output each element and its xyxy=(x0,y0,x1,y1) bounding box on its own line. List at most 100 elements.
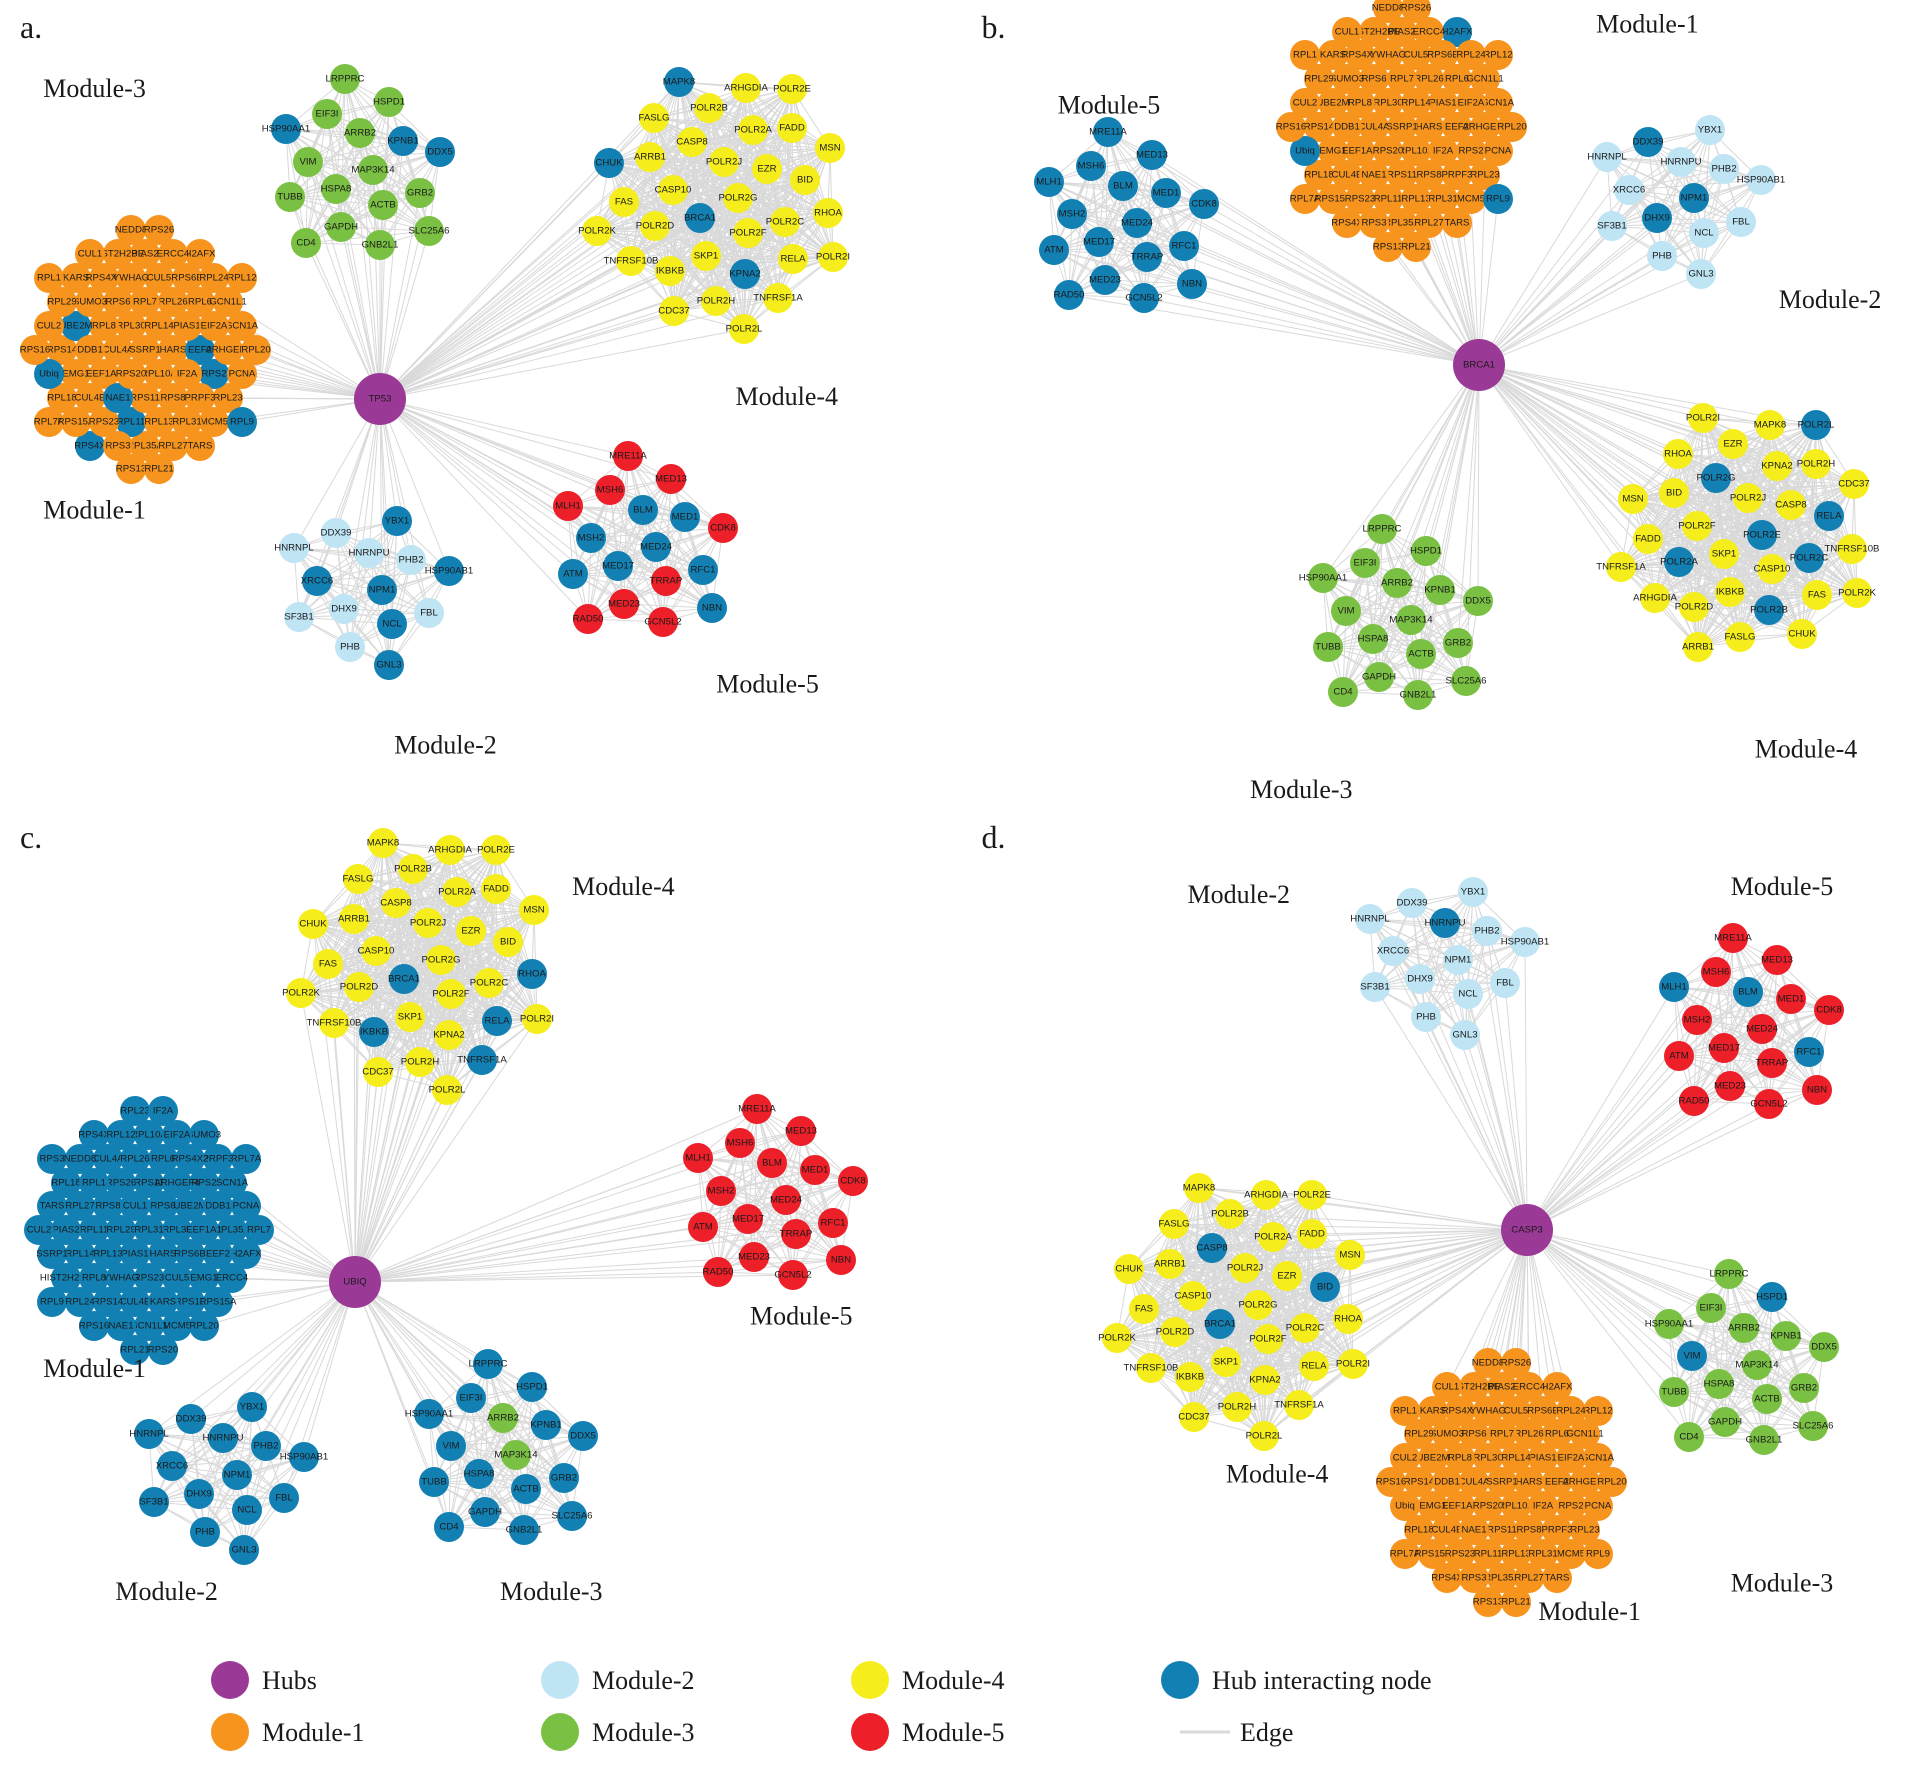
svg-text:Ubiq: Ubiq xyxy=(1395,1501,1415,1512)
svg-text:RPL24: RPL24 xyxy=(65,1297,95,1308)
svg-text:RHOA: RHOA xyxy=(814,208,842,219)
svg-text:MED1: MED1 xyxy=(802,1165,829,1176)
svg-text:RPL23: RPL23 xyxy=(1470,170,1499,181)
svg-text:POLR2A: POLR2A xyxy=(734,125,772,136)
svg-text:RPS11: RPS11 xyxy=(130,393,160,404)
svg-text:MAP3K14: MAP3K14 xyxy=(1389,615,1433,626)
svg-text:RPL20: RPL20 xyxy=(241,345,270,356)
svg-text:GNB2L1: GNB2L1 xyxy=(506,1525,543,1536)
svg-text:NPM1: NPM1 xyxy=(224,1470,251,1481)
svg-text:ERCC4: ERCC4 xyxy=(157,249,190,260)
svg-text:EZR: EZR xyxy=(757,164,776,175)
svg-text:GAPDH: GAPDH xyxy=(468,1507,502,1518)
svg-text:ATM: ATM xyxy=(693,1222,713,1233)
svg-text:RPL30: RPL30 xyxy=(1373,98,1402,109)
svg-text:RPS15A: RPS15A xyxy=(200,1297,237,1308)
svg-text:POLR2K: POLR2K xyxy=(578,226,616,237)
svg-text:DDX39: DDX39 xyxy=(176,1414,207,1425)
svg-text:BLM: BLM xyxy=(1113,181,1133,192)
svg-text:CDC37: CDC37 xyxy=(1838,479,1869,490)
svg-text:NEDD8: NEDD8 xyxy=(1372,3,1405,14)
svg-text:SCN1A: SCN1A xyxy=(1482,98,1515,109)
svg-text:KPNA2: KPNA2 xyxy=(433,1030,464,1041)
svg-text:RPS16: RPS16 xyxy=(79,1321,109,1332)
svg-text:YWHAG: YWHAG xyxy=(1370,50,1406,61)
svg-text:POLR2K: POLR2K xyxy=(1838,588,1876,599)
svg-text:UBIQ: UBIQ xyxy=(343,1277,366,1288)
svg-text:POLR2C: POLR2C xyxy=(1790,553,1828,564)
svg-text:GCN1L1: GCN1L1 xyxy=(1566,1429,1603,1440)
svg-text:HARS: HARS xyxy=(1516,1477,1543,1488)
svg-text:CHUK: CHUK xyxy=(299,919,327,930)
svg-text:RPS8: RPS8 xyxy=(95,1201,120,1212)
svg-text:Module-5: Module-5 xyxy=(1058,90,1161,119)
svg-text:PHB: PHB xyxy=(195,1527,215,1538)
svg-text:LRPPRC: LRPPRC xyxy=(326,74,365,85)
svg-text:MED24: MED24 xyxy=(1121,218,1154,229)
svg-text:NPM1: NPM1 xyxy=(1681,193,1708,204)
svg-text:CASP8: CASP8 xyxy=(1775,500,1806,511)
svg-text:XRCC6: XRCC6 xyxy=(301,576,334,587)
svg-text:RPL12: RPL12 xyxy=(106,1130,135,1141)
svg-text:TRRAP: TRRAP xyxy=(780,1229,813,1240)
svg-text:Ubiq: Ubiq xyxy=(39,369,59,380)
svg-text:RPS14: RPS14 xyxy=(1404,1477,1435,1488)
svg-text:RPS26: RPS26 xyxy=(106,1178,136,1189)
svg-text:SSRP1: SSRP1 xyxy=(1486,1477,1517,1488)
svg-text:RPS20: RPS20 xyxy=(148,1345,178,1356)
svg-text:NEDD8: NEDD8 xyxy=(115,225,148,236)
svg-text:HSPD1: HSPD1 xyxy=(373,97,405,108)
svg-text:PIAS1: PIAS1 xyxy=(121,1249,148,1260)
svg-text:RPL13: RPL13 xyxy=(93,1249,122,1260)
svg-text:RPL18: RPL18 xyxy=(1404,1525,1433,1536)
svg-text:MED17: MED17 xyxy=(1083,237,1115,248)
svg-text:UBE2M: UBE2M xyxy=(173,1201,206,1212)
svg-text:IKBKB: IKBKB xyxy=(1716,587,1744,598)
svg-text:RPL29: RPL29 xyxy=(1304,74,1333,85)
svg-text:UBE2M: UBE2M xyxy=(1316,98,1349,109)
svg-text:SUMO3: SUMO3 xyxy=(187,1130,221,1141)
svg-text:POLR2C: POLR2C xyxy=(470,978,508,989)
svg-text:SF3B1: SF3B1 xyxy=(1597,221,1626,232)
svg-text:RPS14: RPS14 xyxy=(47,345,78,356)
svg-text:VIM: VIM xyxy=(442,1441,459,1452)
svg-text:POLR2E: POLR2E xyxy=(1743,530,1781,541)
svg-text:RPL29: RPL29 xyxy=(1404,1429,1433,1440)
svg-text:RPL11: RPL11 xyxy=(80,1225,109,1236)
svg-text:RPS26: RPS26 xyxy=(144,225,174,236)
svg-text:EIF2A: EIF2A xyxy=(201,321,228,332)
svg-text:RPL21: RPL21 xyxy=(1401,242,1430,253)
svg-text:EIF2A: EIF2A xyxy=(1558,1453,1585,1464)
svg-text:H2AFX: H2AFX xyxy=(1542,1382,1574,1393)
svg-text:UBE2M: UBE2M xyxy=(1416,1453,1449,1464)
svg-text:HSP90AB1: HSP90AB1 xyxy=(1737,175,1786,186)
svg-text:TNFRSF10B: TNFRSF10B xyxy=(1825,544,1880,555)
svg-text:MED17: MED17 xyxy=(732,1214,764,1225)
svg-text:BID: BID xyxy=(797,175,813,186)
svg-text:TNFRSF1A: TNFRSF1A xyxy=(753,293,803,304)
svg-text:CDK8: CDK8 xyxy=(1191,199,1217,210)
svg-text:LRPPRC: LRPPRC xyxy=(469,1359,508,1370)
svg-text:Module-4: Module-4 xyxy=(572,872,675,901)
svg-text:RPL24: RPL24 xyxy=(1456,50,1486,61)
svg-text:KPNB1: KPNB1 xyxy=(387,136,418,147)
svg-text:RPL20: RPL20 xyxy=(1597,1477,1626,1488)
svg-text:POLR2J: POLR2J xyxy=(410,918,446,929)
svg-text:SLC25A6: SLC25A6 xyxy=(1445,676,1486,687)
svg-text:ARRB1: ARRB1 xyxy=(634,152,666,163)
svg-text:RPL31: RPL31 xyxy=(172,417,201,428)
svg-text:CUL2: CUL2 xyxy=(1293,98,1318,109)
svg-text:KPNB1: KPNB1 xyxy=(1424,585,1455,596)
svg-text:H2AFX: H2AFX xyxy=(1442,27,1474,38)
svg-text:RPL8: RPL8 xyxy=(1448,1453,1472,1464)
svg-text:DDB1: DDB1 xyxy=(205,1201,231,1212)
svg-text:POLR2G: POLR2G xyxy=(1697,473,1736,484)
svg-text:TRRAP: TRRAP xyxy=(650,576,683,587)
svg-text:CD4: CD4 xyxy=(296,238,316,249)
svg-text:YBX1: YBX1 xyxy=(1698,125,1723,136)
svg-text:POLR2D: POLR2D xyxy=(340,982,378,993)
svg-text:RPS20: RPS20 xyxy=(116,369,146,380)
svg-text:RPL21: RPL21 xyxy=(1501,1597,1530,1608)
svg-text:RPS14: RPS14 xyxy=(1304,122,1335,133)
svg-text:EIF2A: EIF2A xyxy=(164,1130,191,1141)
